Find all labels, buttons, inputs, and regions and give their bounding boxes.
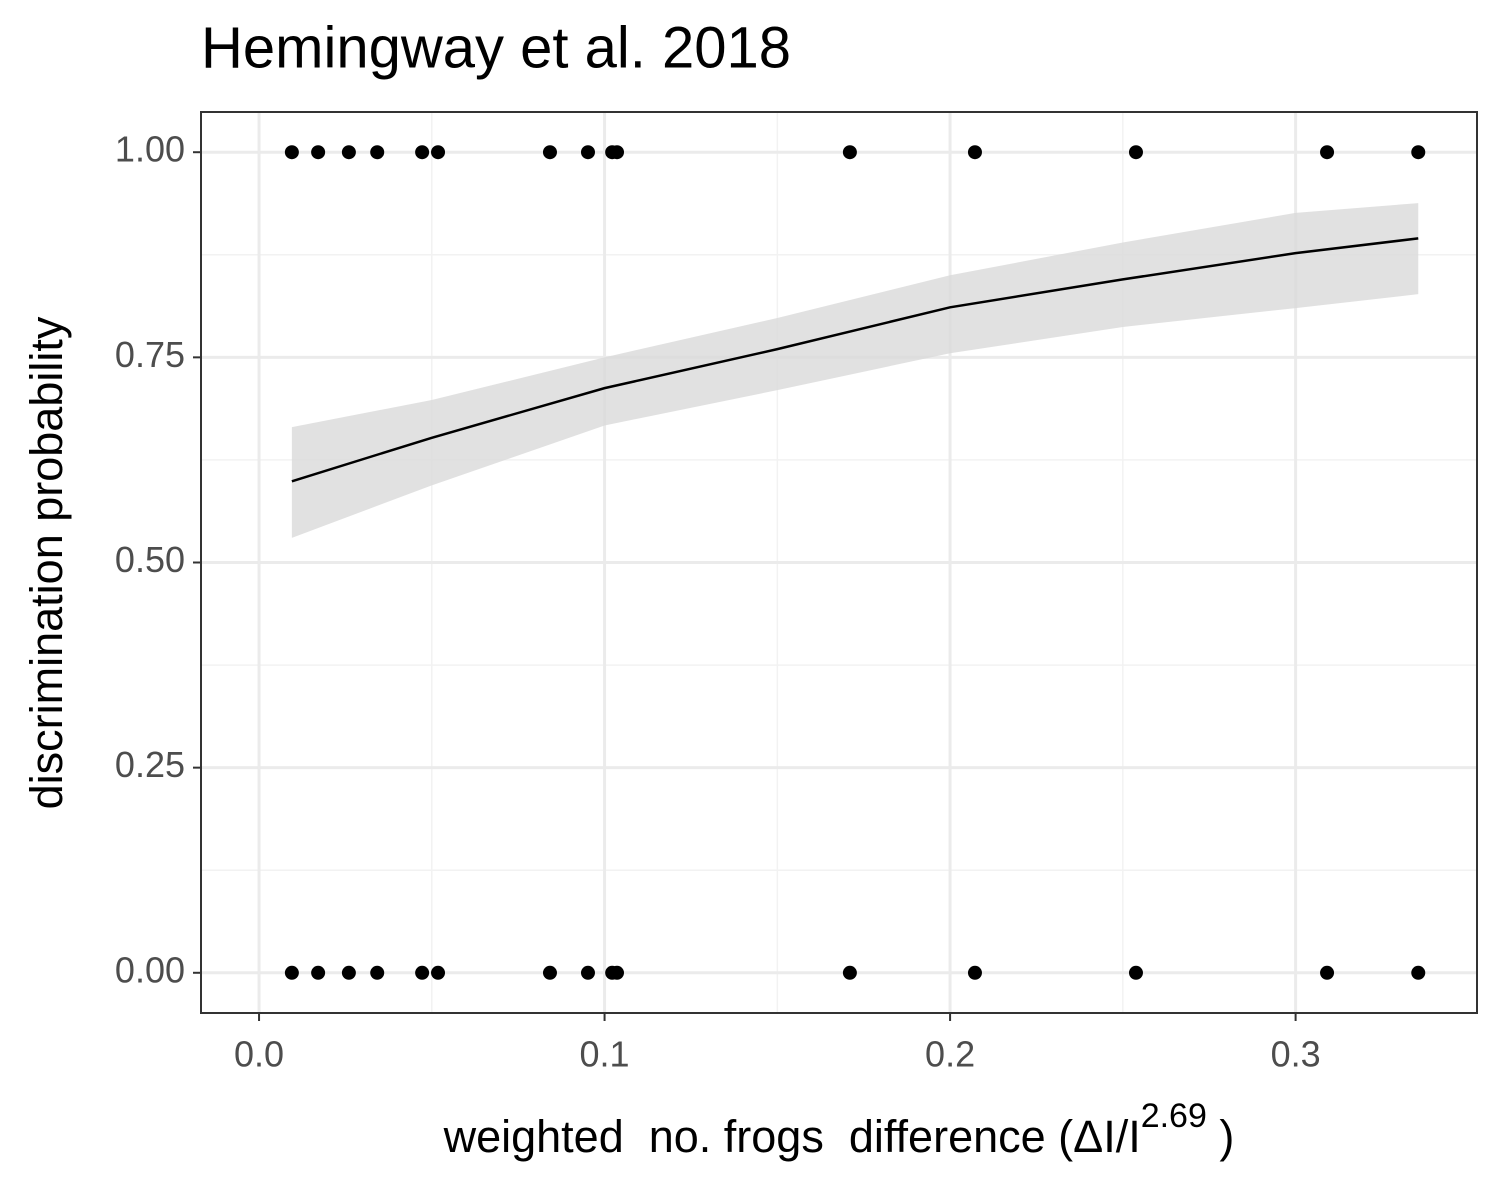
point [1411,145,1426,160]
point [967,965,982,980]
point [370,965,385,980]
y-tick-label: 1.00 [115,129,185,170]
point [1320,145,1335,160]
point [431,965,446,980]
point [1411,965,1426,980]
point [284,145,299,160]
y-tick-label: 0.75 [115,334,185,375]
point [842,145,857,160]
confidence-band [291,203,1419,538]
point [842,965,857,980]
x-axis-label-superscript: 2.69 [1141,1097,1207,1135]
point [1128,145,1143,160]
point [967,145,982,160]
x-axis-label-text: weighted no. frogs difference (ΔI/I [443,1111,1141,1162]
x-tick-label: 0.0 [234,1034,284,1075]
point [415,965,430,980]
point [311,965,326,980]
point [1128,965,1143,980]
point [1320,965,1335,980]
point [341,145,356,160]
y-tick-label: 0.50 [115,539,185,580]
fit-line [291,237,1419,483]
point [580,965,595,980]
point [284,965,299,980]
x-tick-label: 0.2 [925,1034,975,1075]
point [610,145,625,160]
point [370,145,385,160]
point [431,145,446,160]
point [542,965,557,980]
x-axis-label-suffix: ) [1207,1111,1235,1162]
point [311,145,326,160]
point [341,965,356,980]
x-axis-label: weighted no. frogs difference (ΔI/I2.69 … [443,1097,1235,1162]
point [610,965,625,980]
chart-title: Hemingway et al. 2018 [201,15,791,80]
y-axis-label: discrimination probability [21,316,72,809]
x-tick-label: 0.1 [580,1034,630,1075]
x-tick-label: 0.3 [1271,1034,1321,1075]
y-tick-label: 0.25 [115,744,185,785]
y-tick-label: 0.00 [115,949,185,990]
point [580,145,595,160]
point [415,145,430,160]
plot-border [200,111,1478,1014]
point [542,145,557,160]
